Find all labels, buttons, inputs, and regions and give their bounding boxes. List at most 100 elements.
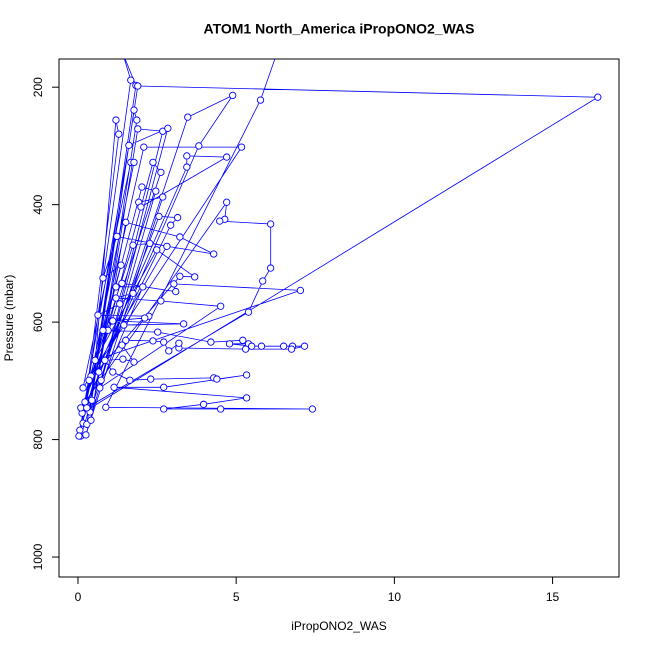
data-point [140,143,148,151]
data-point [99,274,107,282]
data-point [96,384,104,392]
data-point [274,49,280,55]
data-point [153,246,161,254]
data-point [95,368,103,376]
y-tick-label: 1000 [31,543,45,570]
data-point [157,297,165,305]
data-point [110,383,118,391]
data-point [267,264,275,272]
data-point [242,394,251,402]
data-point [229,91,237,100]
chart-title: ATOM1 North_America iPropONO2_WAS [204,21,475,37]
data-point [308,405,317,413]
data-point [130,158,138,167]
data-point [223,153,231,161]
data-point [75,432,83,440]
data-point [176,233,184,241]
data-point [112,294,120,302]
data-point [113,232,121,241]
data-point [116,300,124,308]
data-point [242,371,251,379]
data-point [267,220,275,228]
y-axis-label: Pressure (mbar) [2,275,16,362]
data-point [160,405,168,413]
data-point [126,376,134,384]
data-point [94,311,102,319]
data-point [129,241,137,249]
data-point [112,116,120,124]
data-point [102,403,110,411]
data-point [101,356,109,364]
data-point [225,340,234,348]
y-tick-label: 200 [31,77,45,97]
data-point [183,152,191,160]
data-point [248,342,256,350]
data-point [170,280,178,288]
data-point [146,239,154,248]
data-point [97,376,105,384]
data-point [176,272,184,280]
data-point [207,338,215,346]
data-point [172,287,180,296]
data-point [160,338,168,346]
data-point [154,328,162,336]
data-point [88,396,96,404]
data-point [173,213,182,222]
data-point [109,368,117,376]
data-point [118,279,126,287]
data-point [149,337,157,345]
data-point [119,355,127,363]
data-point [160,383,168,391]
data-point [163,242,171,250]
data-point [237,143,246,151]
x-tick-label: 10 [388,590,402,604]
data-point [217,405,225,413]
data-point [127,76,135,84]
data-point [130,358,138,366]
plot-frame [58,58,620,578]
data-point [195,142,203,150]
data-point [118,341,126,349]
data-point [164,124,172,132]
data-point [594,93,602,101]
data-point [149,158,157,167]
data-point [157,168,165,176]
y-tick-label: 600 [31,312,45,332]
data-point [79,384,87,392]
data-point [217,302,225,310]
data-point [155,212,163,221]
data-point [134,82,142,90]
data-point [216,217,224,225]
data-point [259,277,267,285]
data-point [223,198,231,206]
data-point [139,283,147,291]
data-point [159,193,167,201]
data-point [147,375,155,383]
data-point [239,336,247,344]
data-point [91,356,99,364]
data-point [257,342,266,350]
data-point [137,203,145,211]
data-point [77,404,85,412]
data-point [180,320,188,328]
data-point [82,431,90,439]
y-tick-label: 800 [31,429,45,449]
data-point [300,342,309,350]
data-point [134,125,142,133]
x-axis-label: iPropONO2_WAS [291,619,387,633]
data-point [183,163,191,171]
data-point [141,314,149,322]
data-point [213,375,221,383]
y-tick-label: 400 [31,194,45,214]
data-point [115,130,123,138]
data-point [83,404,91,412]
data-point [199,400,208,408]
data-point [138,183,146,191]
data-point [85,376,93,384]
data-point [133,116,141,124]
data-point [130,106,138,114]
data-point [120,321,128,329]
data-point [119,49,125,55]
data-point [210,250,218,258]
